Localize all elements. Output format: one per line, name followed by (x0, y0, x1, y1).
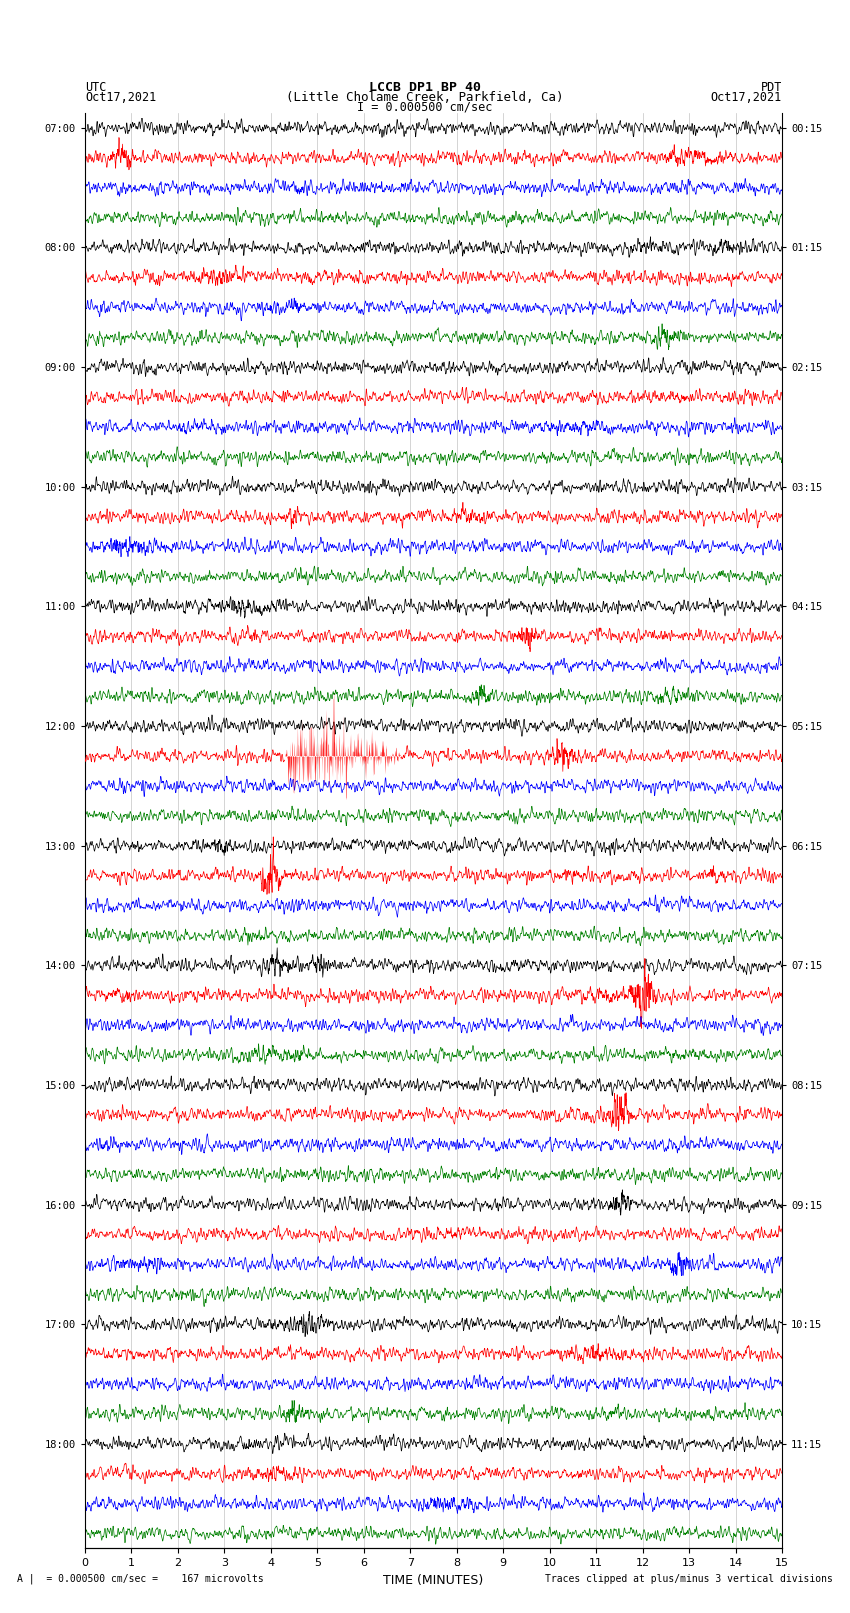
X-axis label: TIME (MINUTES): TIME (MINUTES) (383, 1574, 484, 1587)
Text: UTC: UTC (85, 81, 106, 94)
Text: LCCB DP1 BP 40: LCCB DP1 BP 40 (369, 81, 481, 94)
Text: Oct17,2021: Oct17,2021 (85, 90, 156, 105)
Text: (Little Cholame Creek, Parkfield, Ca): (Little Cholame Creek, Parkfield, Ca) (286, 90, 564, 105)
Text: Oct17,2021: Oct17,2021 (711, 90, 782, 105)
Text: I = 0.000500 cm/sec: I = 0.000500 cm/sec (357, 100, 493, 113)
Text: Traces clipped at plus/minus 3 vertical divisions: Traces clipped at plus/minus 3 vertical … (545, 1574, 833, 1584)
Text: PDT: PDT (761, 81, 782, 94)
Text: A |  = 0.000500 cm/sec =    167 microvolts: A | = 0.000500 cm/sec = 167 microvolts (17, 1573, 264, 1584)
